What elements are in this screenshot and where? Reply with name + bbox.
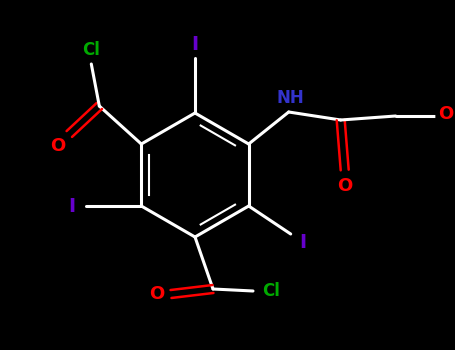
Text: O: O (337, 177, 352, 195)
Text: I: I (299, 232, 306, 252)
Text: I: I (192, 35, 198, 54)
Text: Cl: Cl (262, 282, 280, 300)
Text: O: O (438, 105, 453, 123)
Text: O: O (149, 285, 165, 303)
Text: NH: NH (277, 89, 304, 107)
Text: I: I (69, 196, 76, 216)
Text: Cl: Cl (82, 41, 100, 59)
Text: O: O (50, 137, 65, 155)
